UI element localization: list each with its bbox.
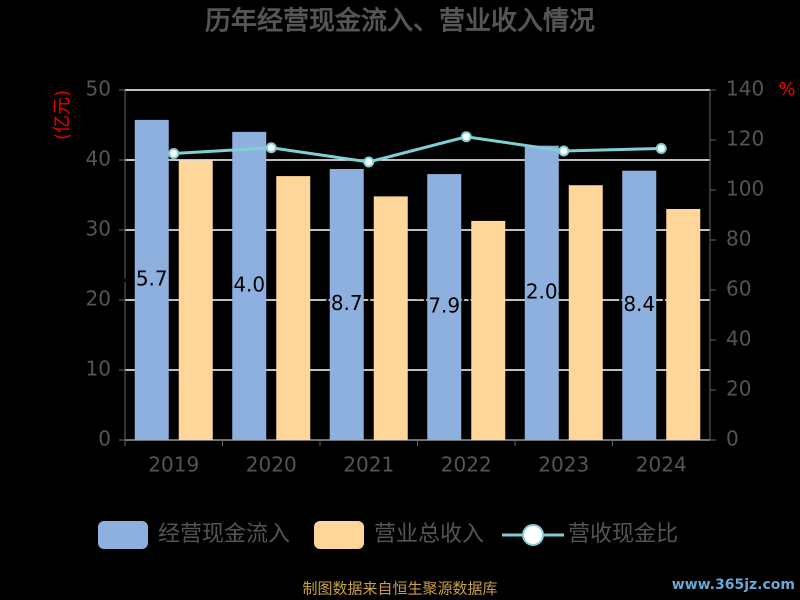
x-tick-label: 2020 <box>246 453 297 477</box>
y2-tick-label: 60 <box>726 277 751 301</box>
y2-tick-label: 20 <box>726 377 751 401</box>
y-tick-label: 40 <box>86 147 111 171</box>
data-label: 45.73 <box>123 266 180 290</box>
data-label: 44.02 <box>221 272 278 296</box>
line-point <box>460 131 472 143</box>
bar <box>427 174 462 440</box>
bar <box>524 145 559 440</box>
bar <box>568 185 603 440</box>
x-tick-label: 2019 <box>148 453 199 477</box>
bar <box>373 196 408 440</box>
legend-label: 营收现金比 <box>568 522 678 547</box>
y2-tick-label: 0 <box>726 427 739 451</box>
legend-swatch <box>522 524 545 546</box>
bar <box>232 131 267 441</box>
y2-tick-label: 120 <box>726 127 764 151</box>
bar <box>178 160 213 440</box>
y2-tick-label: 140 <box>726 77 764 101</box>
x-tick-label: 2021 <box>343 453 394 477</box>
y2-tick-label: 40 <box>726 327 751 351</box>
data-label: 42.04 <box>513 279 570 303</box>
legend-label: 营业总收入 <box>374 522 484 547</box>
watermark: www.365jz.com <box>672 577 795 593</box>
y2-tick-label: 80 <box>726 227 751 251</box>
x-tick-label: 2022 <box>441 453 492 477</box>
y-tick-label: 30 <box>86 217 111 241</box>
chart-title: 历年经营现金流入、营业收入情况 <box>205 6 595 37</box>
y-tick-label: 50 <box>86 77 111 101</box>
y2-axis-label: % <box>778 79 795 100</box>
line-point <box>558 145 570 157</box>
line-point <box>655 143 667 154</box>
data-label: 38.71 <box>318 291 375 315</box>
line-point <box>265 142 277 154</box>
line <box>173 135 662 164</box>
legend-label: 经营现金流入 <box>158 522 290 547</box>
y-axis-label: (亿元) <box>52 90 73 140</box>
bar <box>134 119 169 440</box>
legend-swatch <box>98 521 148 549</box>
data-label: 37.99 <box>416 294 473 318</box>
bar <box>622 170 657 440</box>
line-point <box>168 148 180 159</box>
data-label: 38.47 <box>611 292 668 316</box>
y2-tick-label: 100 <box>726 177 764 201</box>
source-note: 制图数据来自恒生聚源数据库 <box>302 580 497 598</box>
bar <box>276 176 311 440</box>
bar <box>329 169 364 440</box>
x-tick-label: 2024 <box>636 453 687 477</box>
bar <box>666 209 701 440</box>
x-tick-label: 2023 <box>538 453 589 477</box>
bar <box>471 220 506 440</box>
y-tick-label: 0 <box>98 427 111 451</box>
legend-swatch <box>314 521 365 549</box>
y-tick-label: 10 <box>86 357 111 381</box>
y-tick-label: 20 <box>86 287 111 311</box>
line-point <box>363 156 375 168</box>
